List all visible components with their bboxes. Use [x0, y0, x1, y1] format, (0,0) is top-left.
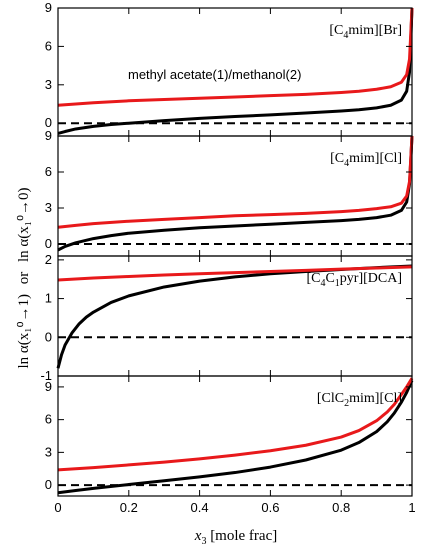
y-tick-label: 9: [45, 0, 52, 15]
y-tick-label: 0: [45, 236, 52, 251]
panel-label-part: 1: [335, 278, 340, 289]
panels: 0369[C4mim][Br]0369[C4mim][Cl]-1012[C4C1…: [40, 0, 415, 515]
y-tick-label: 3: [45, 77, 52, 92]
panel-label-part: mim][Cl]: [349, 151, 402, 166]
panel-frame: [57, 375, 413, 497]
x-axis-title: x3 [mole frac]: [194, 528, 277, 547]
xlabel-rest: [mole frac]: [206, 528, 277, 544]
series-line-red: [57, 265, 413, 282]
panel-label-part: mim][Cl]: [349, 391, 402, 406]
y-tick-label: 0: [45, 477, 52, 492]
x-tick-label: 0.4: [191, 500, 209, 515]
y-tick-label: 1: [45, 291, 52, 306]
y-tick-label: 0: [45, 115, 52, 130]
x-tick-label: 0.6: [261, 500, 279, 515]
y-tick-label: 2: [45, 252, 52, 267]
series-line-red: [57, 135, 414, 229]
panel-1: 0 3 6 9 [C4mim][Br]: [45, 0, 414, 137]
panel-label-part: 4: [344, 158, 349, 169]
xlabel-sub: 3: [201, 536, 206, 547]
series-line-black: [57, 7, 414, 135]
panel-label-part: mim][Br]: [348, 23, 402, 38]
ylabel-or: or: [16, 272, 32, 285]
y-tick-label: 6: [45, 38, 52, 53]
series-line-black: [57, 379, 414, 495]
panel-label: [C4C1pyr][DCA]: [306, 271, 402, 289]
panel-4: 0 3 6 9 0 0.2 0.4 0.6 0.8 1 [ClC2mim][Cl]: [45, 375, 416, 515]
ylabel-lower: ln α(x₁⁰→1): [16, 294, 32, 369]
panel-label: [ClC2mim][Cl]: [317, 391, 402, 409]
ylabel-upper: ln α(x₁⁰→0): [16, 187, 32, 262]
y-axis-title: ln α(x₁⁰→1) or ln α(x₁⁰→0): [16, 187, 32, 368]
panel-2: 0 3 6 9 [C4mim][Cl]: [45, 128, 414, 257]
y-tick-label: 9: [45, 128, 52, 143]
panel-label-part: C: [325, 271, 334, 286]
series-line-red: [57, 377, 414, 472]
series-line-black: [57, 135, 414, 252]
panel-label-part: 4: [320, 278, 325, 289]
panel-label-part: 4: [343, 30, 348, 41]
series-line-red: [57, 7, 414, 107]
y-tick-label: 0: [45, 329, 52, 344]
xlabel-var: x: [194, 528, 202, 544]
x-tick-label: 0: [54, 500, 61, 515]
panel-label-part: 2: [344, 398, 349, 409]
panel-label-part: [C: [306, 271, 320, 286]
x-tick-label: 0.8: [332, 500, 350, 515]
y-tick-label: 3: [45, 444, 52, 459]
y-tick-label: 6: [45, 164, 52, 179]
y-tick-label: 6: [45, 412, 52, 427]
panel-label-part: [C: [329, 23, 343, 38]
panel-label-part: [C: [330, 151, 344, 166]
y-tick-label: 3: [45, 200, 52, 215]
panel-label: [C4mim][Cl]: [330, 151, 402, 169]
y-tick-label: -1: [40, 368, 52, 383]
panel-label-part: pyr][DCA]: [340, 271, 402, 286]
x-tick-label: 0.2: [120, 500, 138, 515]
y-tick-label: 9: [45, 379, 52, 394]
panel-label-part: [ClC: [317, 391, 344, 406]
x-tick-label: 1: [408, 500, 415, 515]
chart-annotation: methyl acetate(1)/methanol(2): [128, 67, 301, 82]
panel-label: [C4mim][Br]: [329, 23, 402, 41]
